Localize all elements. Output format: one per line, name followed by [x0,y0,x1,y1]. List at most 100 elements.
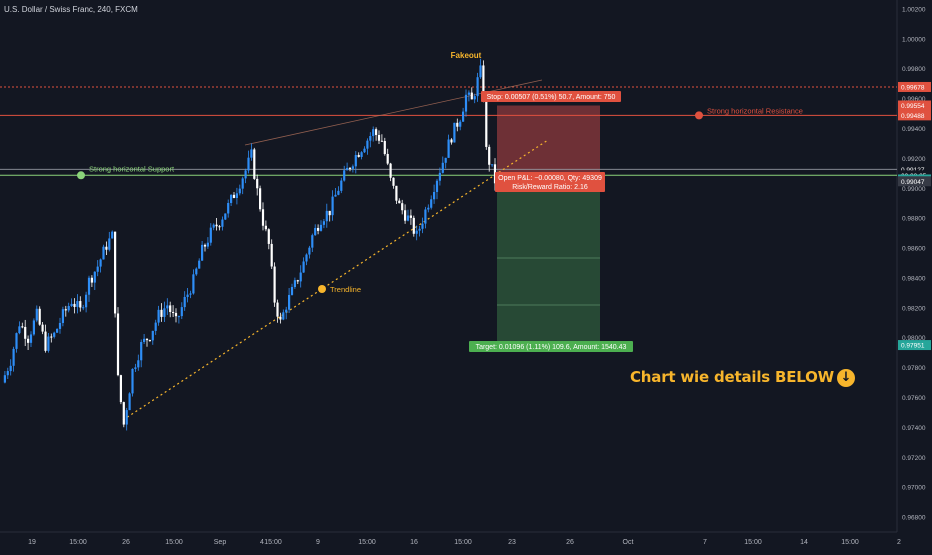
time-tick-label: 15:00 [69,539,87,546]
candle-body [90,277,93,283]
candle-body [398,200,401,204]
candle-body [357,154,360,157]
candle-body [215,224,218,227]
candle-body [299,272,302,282]
candle-body [15,333,18,349]
candle-body [244,170,247,179]
candle-body [85,294,88,308]
candle-body [203,244,207,247]
price-tick-label: 0.97800 [902,365,926,372]
candle-body [247,157,250,171]
candle-body [64,309,67,311]
candle-body [322,221,325,225]
support-marker [77,171,85,180]
candle-body [293,280,296,288]
candle-body [314,227,317,236]
target-label-box [469,341,633,352]
time-tick-label: 15:00 [841,539,859,546]
candle-body [169,305,172,312]
stop-zone [497,105,600,182]
price-tick-label: 0.99400 [902,126,926,133]
candle-body [464,94,468,112]
stop-label-box [481,91,621,102]
price-tick-label: 0.99200 [902,156,926,163]
candle-body [427,207,430,210]
price-tag-text: 0.99047 [901,179,925,186]
candle-body [27,338,30,343]
price-tag-box [898,110,931,121]
candle-body [99,259,102,267]
candle-body [212,224,215,228]
candle-body [35,308,38,321]
candle-body [148,340,151,342]
candle-body [267,229,270,244]
time-tick-label: 16 [410,539,418,546]
price-tag-box [898,164,931,175]
stop-label: Stop: 0.00507 (0.51%) 50.7, Amount: 750 [481,91,621,102]
time-tick-label: 7 [703,539,707,546]
candle-body [224,213,227,220]
candle-body [111,231,114,239]
candle-body [24,326,27,339]
candle-body [317,227,320,231]
candle-body [288,294,291,310]
candle-body [134,367,137,369]
candle-body [105,246,108,250]
price-tick-label: 0.97000 [902,485,926,492]
price-tag: 0.97951 [898,340,931,351]
candle-body [438,172,441,181]
candle-body [328,210,331,216]
candle-body [462,111,465,122]
candle-body [270,243,273,267]
candle-body [87,277,91,295]
time-axis: 19 15:00 26 15:00 Sep 4 15:00 9 15:00 16 15:00 23 26… [28,539,901,546]
price-tag: 0.99554 [898,100,931,111]
trendline-label: Trendline [330,285,361,294]
time-tick-label: 26 [566,539,574,546]
candle-body [157,309,160,323]
candle-body [348,167,352,169]
candle-body [351,166,354,169]
candle-body [409,215,412,218]
candle-body [41,324,44,332]
time-tick-label: 14 [800,539,808,546]
candle-body [206,242,209,247]
candle-body [276,302,279,317]
candle-body [218,226,221,228]
price-tick-label: 0.96800 [902,515,926,522]
trendline-marker [318,285,326,293]
candle-body [166,305,169,309]
candle-body [302,261,305,273]
candle-body [250,149,253,158]
candle-body [482,65,485,101]
target-label: Target: 0.01096 (1.11%) 109.6, Amount: 1… [469,341,633,352]
open-pnl-label: Open P&L: −0.00080, Qty: 49309 Risk/Rewar… [495,172,605,192]
symbol-title: U.S. Dollar / Swiss Franc, 240, FXCM [4,5,138,14]
price-tick-label: 0.99000 [902,186,926,193]
candle-body [334,194,337,197]
price-tag: 0.99488 [898,110,931,121]
candles-group [3,58,502,431]
time-tick-label: 23 [508,539,516,546]
candle-body [377,134,381,141]
call-to-action: Chart wie details BELOW ↓ [630,368,856,387]
candle-body [137,360,140,368]
candle-body [61,309,64,323]
candle-body [119,375,122,403]
time-tick-label: 9 [316,539,320,546]
candle-body [412,217,415,234]
candle-body [209,227,212,243]
candle-body [467,92,470,95]
candle-body [285,309,288,313]
resistance-marker [695,111,703,120]
candle-body [459,121,462,127]
candle-body [282,312,285,320]
candle-body [12,348,15,366]
candle-body [96,266,99,272]
time-tick-label: 15:00 [165,539,183,546]
price-tick-label: 0.99600 [902,96,926,103]
candle-body [421,223,424,229]
candle-body [372,129,375,137]
